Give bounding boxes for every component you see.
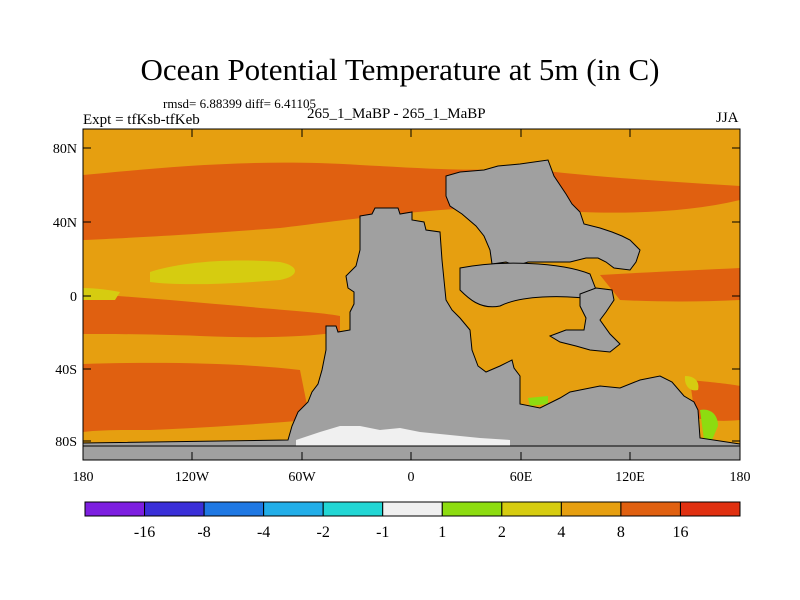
season-label: JJA [716, 110, 739, 126]
experiment-label: Expt = tfKsb-tfKeb [83, 112, 200, 128]
yellow-patch-pacific [150, 260, 295, 285]
colorbar-swatch [679, 501, 741, 517]
land-australia [548, 287, 621, 353]
yellow-patch-west [83, 288, 120, 300]
colorbar-swatch [263, 501, 324, 517]
colorbar-swatch [203, 501, 265, 517]
lat-label: 0 [70, 290, 77, 305]
lon-label: 180 [730, 470, 751, 485]
lat-label: 80N [53, 142, 77, 157]
colorbar-swatch [84, 501, 146, 517]
green-patch-south-africa [528, 396, 548, 406]
colorbar-label: -2 [317, 524, 330, 541]
colorbar-swatch [501, 501, 562, 517]
colorbar-label: 16 [672, 524, 688, 541]
colorbar: -16 -8 -4 -2 -1 1 2 4 8 16 [84, 501, 741, 541]
lon-label: 0 [408, 470, 415, 485]
colorbar-swatch [620, 501, 681, 517]
map-title: Ocean Potential Temperature at 5m (in C) [140, 52, 660, 87]
land-eurasia [445, 159, 641, 271]
lon-label: 60E [510, 470, 533, 485]
lon-label: 120W [175, 470, 210, 485]
colorbar-label: 8 [617, 524, 625, 541]
colorbar-swatch [382, 501, 443, 517]
north-warm-band [83, 162, 740, 240]
colorbar-swatch [322, 501, 384, 517]
colorbar-swatch [560, 501, 622, 517]
colorbar-label: -16 [134, 524, 155, 541]
equatorial-warm-band [83, 294, 340, 338]
lon-label: 180 [73, 470, 94, 485]
colorbar-label: -4 [257, 524, 270, 541]
ice-shelf [296, 426, 510, 446]
lon-label: 120E [615, 470, 645, 485]
lon-label: 60W [288, 470, 316, 485]
land-africa-horn [459, 262, 601, 308]
colorbar-label: -1 [376, 524, 389, 541]
stats-label: rmsd= 6.88399 diff= 6.41105 [163, 96, 316, 111]
colorbar-label: -8 [197, 524, 210, 541]
east-equatorial-warm-band [600, 268, 740, 302]
model-label: 265_1_MaBP - 265_1_MaBP [307, 106, 486, 122]
colorbar-swatch [144, 501, 205, 517]
lat-label: 40S [55, 363, 77, 378]
colorbar-swatch [441, 501, 503, 517]
colorbar-label: 2 [498, 524, 506, 541]
map-field [83, 129, 740, 460]
land-americas [83, 207, 740, 460]
lat-axis: 80N 40N 0 40S 80S [53, 142, 740, 450]
south-warm-band [83, 362, 310, 432]
lon-axis: 180 120W 60W 0 60E 120E 180 [73, 129, 751, 485]
colorbar-label: 4 [557, 524, 565, 541]
lat-label: 40N [53, 216, 77, 231]
colorbar-label: 1 [438, 524, 446, 541]
yellow-patch-east [684, 376, 699, 391]
lat-label: 80S [55, 435, 77, 450]
green-patch-east [700, 409, 718, 440]
